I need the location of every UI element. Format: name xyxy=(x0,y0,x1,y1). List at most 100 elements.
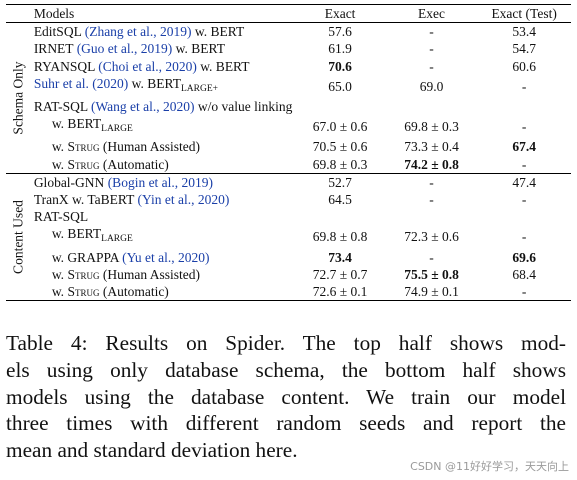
value-exact: 67.0 ± 0.6 xyxy=(312,119,368,135)
table-row: Schema Only EditSQL (Zhang et al., 2019) … xyxy=(6,22,571,135)
citation-link[interactable]: (Yin et al., 2020) xyxy=(137,192,230,208)
value-exact: 65.0 xyxy=(328,78,352,94)
watermark: CSDN @11好好学习，天天向上 xyxy=(410,460,569,473)
value-test: - xyxy=(521,119,527,135)
value-exec: 75.5 ± 0.8 xyxy=(404,266,459,282)
table-row: w. Strug (Automatic) 72.6 ± 0.1 74.9 ± 0.1… xyxy=(6,283,571,301)
header-exact: Exact xyxy=(324,6,356,21)
model-name-suffix: (Human Assisted) xyxy=(99,266,200,282)
table-row: RYANSQL (Choi et al., 2020) w. BERT 70.6 -… xyxy=(6,58,571,75)
model-name-smallcaps: Strug xyxy=(67,284,100,300)
model-name: IRNET xyxy=(33,41,77,57)
value-test: - xyxy=(521,284,527,300)
table-row: RAT-SQL xyxy=(6,208,571,225)
table-row: w. Strug (Human Assisted) 70.5 ± 0.6 73.3 … xyxy=(6,138,571,155)
value-exec: 69.8 ± 0.3 xyxy=(404,119,459,135)
table-row: w. GRAPPA (Yu et al., 2020) 73.4 - 69.6 xyxy=(6,249,571,266)
model-subscript: LARGE xyxy=(101,124,133,135)
value-test: - xyxy=(521,192,527,208)
value-test xyxy=(477,208,571,225)
model-name: w. xyxy=(51,156,68,172)
model-name-cell: EditSQL (Zhang et al., 2019) w. BERT xyxy=(30,23,295,41)
model-name-suffix: w/o value linking xyxy=(194,99,293,115)
table-row: w. BERTLARGE 67.0 ± 0.6 69.8 ± 0.3 - xyxy=(6,115,571,138)
model-name-cell: w. Strug (Automatic) xyxy=(30,283,295,301)
model-name: w. xyxy=(51,139,68,155)
citation-link[interactable]: Suhr et al. (2020) xyxy=(33,75,129,91)
model-name-suffix: (Human Assisted) xyxy=(99,139,200,155)
value-exec: - xyxy=(429,174,434,190)
model-name-cell: w. BERTLARGE xyxy=(30,225,295,248)
results-table: Models Exact Exec Exact (Test) Schema On… xyxy=(6,4,571,301)
model-name-cell: w. BERTLARGE xyxy=(30,115,295,138)
model-name: RAT-SQL xyxy=(33,209,89,225)
value-exact: 61.9 xyxy=(328,41,352,57)
value-exact: 72.6 ± 0.1 xyxy=(312,284,368,300)
value-exact: 64.5 xyxy=(328,192,352,208)
value-exact xyxy=(294,208,385,225)
model-name-smallcaps: Strug xyxy=(67,156,100,172)
model-name: w. BERT xyxy=(51,226,102,242)
model-name-suffix: (Automatic) xyxy=(99,284,169,300)
value-test: 68.4 xyxy=(512,266,536,282)
table-row: RAT-SQL (Wang et al., 2020) w/o value li… xyxy=(6,98,571,115)
table-caption: Table 4: Results on Spider. The top half… xyxy=(6,330,566,464)
citation-link[interactable]: (Yu et al., 2020) xyxy=(122,249,210,265)
value-exact: 57.6 xyxy=(328,24,352,40)
table-row: Content Used Global-GNN (Bogin et al., 20… xyxy=(6,173,571,274)
model-name-cell: IRNET (Guo et al., 2019) w. BERT xyxy=(30,40,295,57)
model-name-cell: TranX w. TaBERT (Yin et al., 2020) xyxy=(30,191,295,208)
group-label-cell: Content Used xyxy=(6,173,30,300)
value-exact: 52.7 xyxy=(328,174,352,190)
model-name: RAT-SQL xyxy=(33,99,91,115)
caption-line: models using the database content. We tr… xyxy=(6,384,566,409)
value-exec: - xyxy=(429,41,434,57)
model-name-suffix: w. BERT xyxy=(172,41,225,57)
model-name: TranX w. TaBERT xyxy=(33,192,138,208)
value-exec: 74.9 ± 0.1 xyxy=(404,284,459,300)
model-name-cell: RAT-SQL (Wang et al., 2020) w/o value li… xyxy=(30,98,295,115)
value-exact: 69.8 ± 0.8 xyxy=(312,229,368,245)
value-test: - xyxy=(521,78,527,94)
model-name-cell: Global-GNN (Bogin et al., 2019) xyxy=(30,173,295,191)
model-name: EditSQL xyxy=(33,24,85,40)
model-name-smallcaps: Strug xyxy=(67,139,100,155)
caption-line: Table 4: Results on Spider. The top half… xyxy=(6,331,566,355)
table-row: w. Strug (Human Assisted) 72.7 ± 0.7 75.5 … xyxy=(6,266,571,283)
table-row: TranX w. TaBERT (Yin et al., 2020) 64.5 - - xyxy=(6,191,571,208)
table-row: w. BERTLARGE 69.8 ± 0.8 72.3 ± 0.6 - xyxy=(6,225,571,248)
model-name-suffix: w. BERT xyxy=(191,24,245,40)
model-name-cell: w. Strug (Human Assisted) xyxy=(30,138,295,155)
value-test: 47.4 xyxy=(512,174,536,190)
caption-line: els using only database schema, the bott… xyxy=(6,357,566,382)
caption-line: mean and standard deviation here. xyxy=(6,438,298,463)
value-exec: 73.3 ± 0.4 xyxy=(404,139,459,155)
citation-link[interactable]: (Wang et al., 2020) xyxy=(90,99,195,115)
header-exact-test: Exact (Test) xyxy=(491,6,557,21)
model-name: Global-GNN xyxy=(33,174,108,190)
model-name-cell: RYANSQL (Choi et al., 2020) w. BERT xyxy=(30,58,295,75)
model-name-smallcaps: Strug xyxy=(67,266,100,282)
value-exec: - xyxy=(429,58,434,74)
value-test: 69.6 xyxy=(512,249,536,265)
citation-link[interactable]: (Bogin et al., 2019) xyxy=(107,174,214,190)
results-table-container: Models Exact Exec Exact (Test) Schema On… xyxy=(6,4,571,301)
citation-link[interactable]: (Guo et al., 2019) xyxy=(76,41,173,57)
model-name: RYANSQL xyxy=(33,58,99,74)
value-exec: 74.2 ± 0.8 xyxy=(404,156,459,172)
header-models: Models xyxy=(33,6,75,21)
value-test xyxy=(477,98,571,115)
value-test: 60.6 xyxy=(512,58,536,74)
caption-line: three times with different random seeds … xyxy=(6,411,566,436)
citation-link[interactable]: (Choi et al., 2020) xyxy=(98,58,197,74)
value-exact: 70.6 xyxy=(328,58,352,74)
table-row: IRNET (Guo et al., 2019) w. BERT 61.9 - 54.… xyxy=(6,40,571,57)
model-name-cell: w. Strug (Human Assisted) xyxy=(30,266,295,283)
value-exact: 70.5 ± 0.6 xyxy=(312,139,368,155)
value-exec xyxy=(386,208,477,225)
value-test: 53.4 xyxy=(512,24,536,40)
model-subscript: LARGE xyxy=(101,234,133,245)
group-label: Content Used xyxy=(10,200,26,274)
citation-link[interactable]: (Zhang et al., 2019) xyxy=(84,24,192,40)
group-label-cell: Schema Only xyxy=(6,23,30,174)
